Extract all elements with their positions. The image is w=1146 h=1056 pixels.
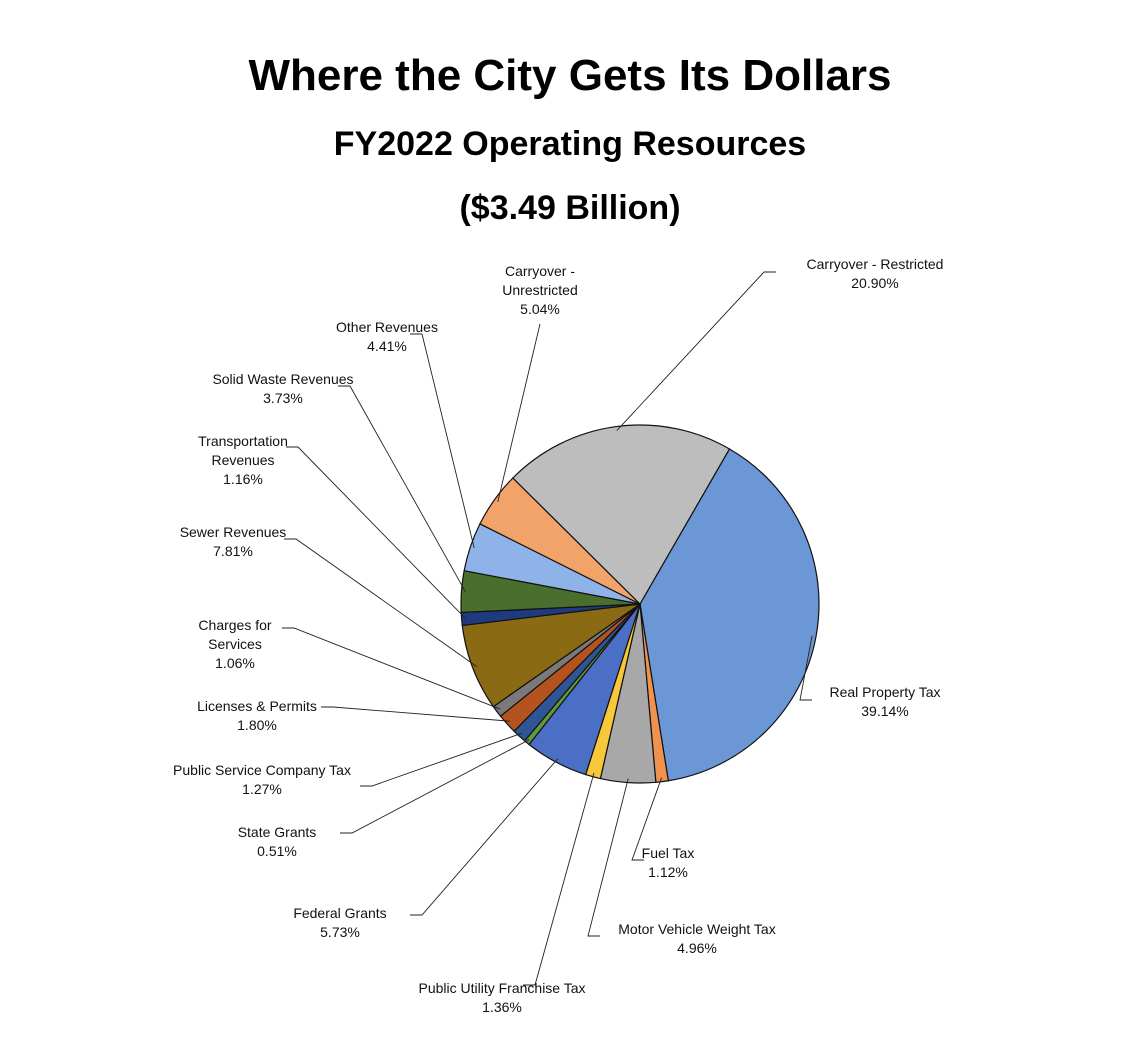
slice-label-charges-for-services: Charges for Services 1.06% (198, 617, 271, 671)
leader-line-carryover-unrestricted (497, 323, 541, 503)
slice-label-public-service-company-tax: Public Service Company Tax 1.27% (173, 762, 351, 797)
leader-line-charges-for-services (282, 627, 501, 710)
slice-labels: Real Property Tax 39.14% Fuel Tax 1.12% Moto… (173, 256, 943, 1015)
leader-line-fuel-tax (631, 777, 663, 861)
chart-subtitle: FY2022 Operating Resources (333, 125, 807, 163)
leader-line-solid-waste-revenues (338, 385, 466, 592)
slice-label-state-grants: State Grants 0.51% (238, 824, 317, 859)
leader-line-state-grants (340, 739, 530, 834)
leader-line-federal-grants (410, 758, 559, 916)
slice-label-fuel-tax: Fuel Tax 1.12% (642, 845, 695, 880)
leader-lines (282, 271, 813, 986)
pie-slice-carryover-restricted (512, 424, 731, 605)
slice-label-solid-waste-revenues: Solid Waste Revenues 3.73% (212, 371, 353, 406)
slice-label-federal-grants: Federal Grants 5.73% (293, 905, 386, 940)
slice-label-licenses-and-permits: Licenses & Permits 1.80% (197, 698, 317, 733)
leader-line-real-property-tax (799, 635, 813, 701)
leader-line-other-revenues (410, 333, 475, 549)
slice-label-public-utility-franchise-tax: Public Utility Franchise Tax 1.36% (418, 980, 585, 1015)
chart-total: ($3.49 Billion) (459, 189, 681, 227)
chart-title: Where the City Gets Its Dollars (248, 51, 892, 100)
slice-label-other-revenues: Other Revenues 4.41% (336, 319, 438, 354)
pie-slice-real-property-tax (639, 448, 820, 782)
leader-line-sewer-revenues (284, 538, 477, 667)
leader-line-public-utility-franchise-tax (523, 772, 595, 986)
slice-label-real-property-tax: Real Property Tax 39.14% (829, 684, 940, 719)
slice-label-sewer-revenues: Sewer Revenues 7.81% (180, 524, 287, 559)
slice-label-carryover-unrestricted: Carryover -Unrestricted 5.04% (502, 263, 577, 317)
slice-label-transportation-revenues: Transportation Revenues 1.16% (198, 433, 288, 487)
leader-line-transportation-revenues (286, 446, 466, 619)
leader-line-licenses-and-permits (321, 706, 511, 722)
slice-label-motor-vehicle-weight-tax: Motor Vehicle Weight Tax 4.96% (618, 921, 775, 956)
leader-line-motor-vehicle-weight-tax (587, 778, 629, 937)
chart-header: Where the City Gets Its Dollars FY2022 O… (0, 48, 1140, 230)
leader-line-public-service-company-tax (360, 732, 523, 787)
leader-line-carryover-restricted (616, 271, 776, 431)
slice-label-carryover-restricted: Carryover - Restricted 20.90% (807, 256, 944, 291)
pie-slices (460, 424, 820, 784)
